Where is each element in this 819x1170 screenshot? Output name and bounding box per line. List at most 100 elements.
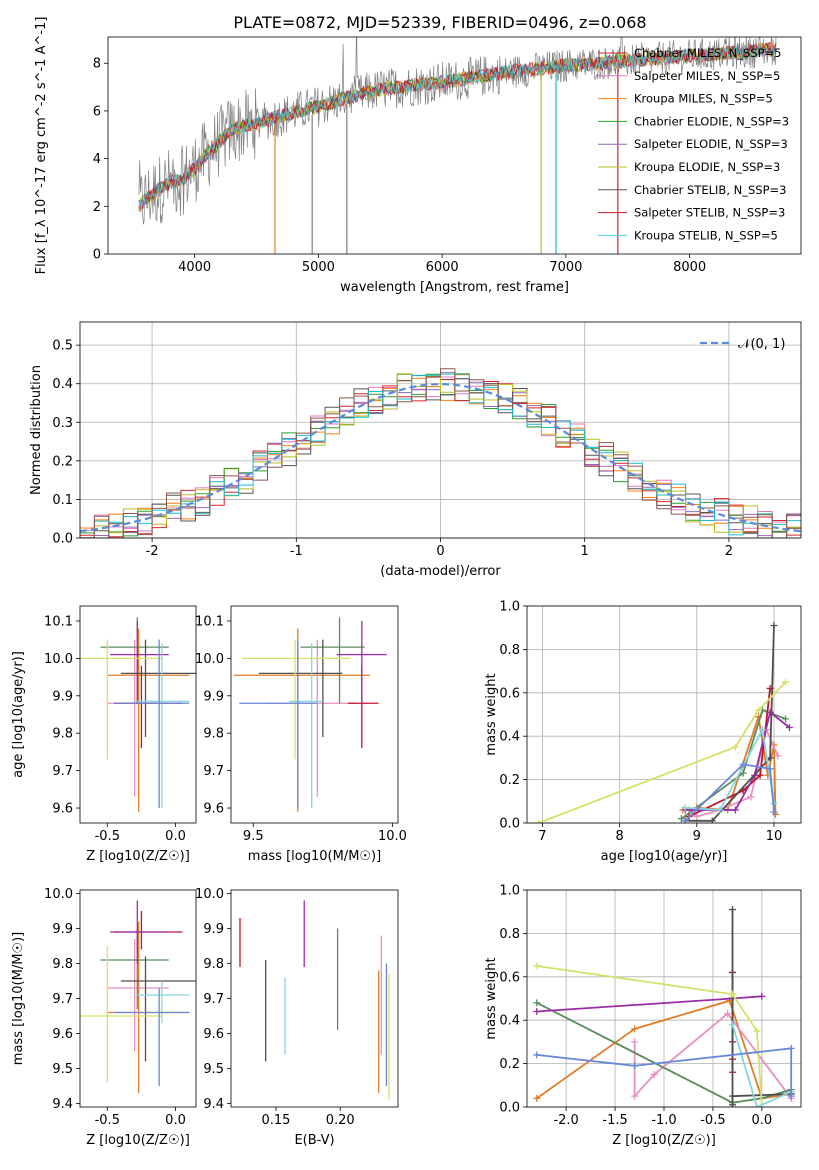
panel-mass_vs_ebv: 0.15 0.20 9.4 9.5 9.6 9.7 9.8 9.9 10.0 E(B-V) bbox=[195, 887, 399, 1148]
axes-frame bbox=[79, 889, 197, 1108]
weight-marker bbox=[739, 760, 747, 768]
legend-label: Salpeter STELIB, N_SSP=3 bbox=[634, 206, 785, 220]
tick-label-y: 9.7 bbox=[52, 992, 73, 1007]
tick-label-y: 9.9 bbox=[52, 922, 73, 937]
tick-label-x: -2.0 bbox=[553, 1113, 578, 1128]
weight-marker bbox=[747, 793, 755, 801]
plot-area bbox=[535, 622, 793, 823]
tick-label-y: 4 bbox=[93, 152, 101, 167]
tick-label-y: 9.9 bbox=[203, 922, 224, 937]
normal-curve bbox=[80, 382, 801, 533]
weight-marker bbox=[787, 1092, 795, 1100]
x-axis-label: Z [log10(Z/Z☉)] bbox=[86, 1133, 190, 1148]
weight-marker bbox=[724, 1010, 732, 1018]
weight-marker bbox=[729, 1021, 736, 1029]
tick-label-x: 10.0 bbox=[378, 829, 407, 844]
weight-line bbox=[684, 763, 775, 822]
y-axis-label: mass weight bbox=[484, 673, 499, 755]
y-axis-label: age [log10(age/yr)] bbox=[11, 651, 26, 778]
plot-area bbox=[138, 37, 777, 254]
tick-label-x: 0 bbox=[436, 544, 444, 559]
tick-label-y: 9.9 bbox=[52, 689, 73, 704]
weight-line bbox=[536, 1047, 793, 1097]
weight-line bbox=[688, 726, 779, 818]
tick-label-x: -0.5 bbox=[95, 1113, 120, 1128]
weight-marker bbox=[731, 806, 739, 814]
weight-marker bbox=[770, 808, 778, 816]
plot-area bbox=[533, 906, 795, 1107]
tick-label-x: 2 bbox=[725, 544, 733, 559]
weight-marker bbox=[729, 1092, 736, 1100]
tick-label-x: 5000 bbox=[302, 260, 335, 275]
weight-marker bbox=[785, 724, 793, 732]
tick-label-y: 9.6 bbox=[203, 1027, 224, 1042]
legend-label: 𝒩(0, 1) bbox=[738, 337, 785, 352]
y-axis-label: Normed distribution bbox=[29, 365, 44, 495]
weight-line bbox=[731, 1024, 792, 1107]
tick-label-y: 1.0 bbox=[499, 600, 520, 615]
tick-label-y: 0.0 bbox=[499, 1101, 520, 1116]
legend-label: Chabrier STELIB, N_SSP=3 bbox=[634, 183, 786, 197]
weight-line bbox=[685, 625, 775, 822]
tick-label-x: -1 bbox=[290, 544, 303, 559]
legend-label: Chabrier MILES, N_SSP=5 bbox=[634, 46, 781, 60]
panel-spectrum: 4000 5000 6000 7000 8000 0 2 4 6 8 wavelength [Ang… bbox=[34, 17, 802, 295]
weight-marker bbox=[739, 769, 747, 777]
tick-label-y: 0.1 bbox=[52, 493, 73, 508]
tick-label-x: -0.5 bbox=[95, 829, 120, 844]
tick-label-y: 0.6 bbox=[499, 970, 520, 985]
axes-frame bbox=[79, 321, 802, 539]
tick-label-y: 0.3 bbox=[52, 416, 73, 431]
plot-area bbox=[80, 368, 801, 538]
panel-age_vs_Z: -0.5 0.0 9.6 9.7 9.8 9.9 10.0 10.1 Z [log10(Z/Z☉… bbox=[11, 605, 197, 864]
tick-label-x: 0.15 bbox=[261, 1113, 290, 1128]
tick-label-y: 0.8 bbox=[499, 643, 520, 658]
tick-label-y: 0.5 bbox=[52, 339, 73, 354]
axes-frame bbox=[230, 605, 399, 824]
weight-marker bbox=[770, 622, 778, 630]
x-axis-label: (data-model)/error bbox=[380, 564, 501, 579]
weight-marker bbox=[631, 1092, 639, 1100]
tick-label-y: 10.0 bbox=[195, 652, 224, 667]
tick-label-y: 0 bbox=[93, 248, 101, 263]
weight-marker bbox=[533, 962, 541, 970]
tick-label-x: -0.5 bbox=[700, 1113, 725, 1128]
weight-line bbox=[536, 965, 763, 1107]
tick-label-y: 10.0 bbox=[44, 652, 73, 667]
axes-frame bbox=[79, 605, 197, 824]
plot-area bbox=[80, 617, 196, 812]
x-axis-label: Z [log10(Z/Z☉)] bbox=[612, 1133, 716, 1148]
weight-line bbox=[538, 681, 787, 823]
weight-marker bbox=[708, 817, 716, 823]
weight-marker bbox=[753, 1103, 761, 1107]
weight-line bbox=[685, 726, 775, 811]
tick-label-y: 10.0 bbox=[195, 887, 224, 902]
weight-marker bbox=[729, 906, 736, 914]
panel-residuals: -2 -1 0 1 2 0.0 0.1 0.2 0.3 0.4 0.5 (data-model)/er… bbox=[29, 321, 802, 579]
weight-marker bbox=[774, 752, 782, 760]
histogram-step bbox=[80, 374, 801, 538]
tick-label-x: 4000 bbox=[178, 260, 211, 275]
weight-marker bbox=[535, 819, 543, 823]
axes-frame bbox=[230, 889, 399, 1108]
y-axis-label: mass [log10(M/M☉)] bbox=[11, 932, 26, 1065]
tick-label-y: 0.4 bbox=[499, 1014, 520, 1029]
tick-label-x: 6000 bbox=[426, 260, 459, 275]
tick-label-x: 8000 bbox=[673, 260, 706, 275]
legend-label: Chabrier ELODIE, N_SSP=3 bbox=[634, 114, 789, 128]
tick-label-y: 9.6 bbox=[52, 802, 73, 817]
tick-label-y: 9.4 bbox=[203, 1097, 224, 1112]
model-spectrum-line bbox=[138, 43, 777, 212]
weight-marker bbox=[533, 1094, 541, 1102]
axes-frame bbox=[107, 36, 802, 255]
data-spectrum-line bbox=[138, 37, 777, 225]
weight-marker bbox=[787, 1044, 795, 1052]
tick-label-x: 10 bbox=[766, 829, 783, 844]
tick-label-y: 6 bbox=[93, 104, 101, 119]
tick-label-y: 9.8 bbox=[52, 727, 73, 742]
tick-label-y: 9.9 bbox=[203, 689, 224, 704]
tick-label-y: 10.1 bbox=[195, 614, 224, 629]
tick-label-x: 8 bbox=[615, 829, 623, 844]
tick-label-y: 9.6 bbox=[203, 802, 224, 817]
plot-area bbox=[233, 617, 387, 812]
